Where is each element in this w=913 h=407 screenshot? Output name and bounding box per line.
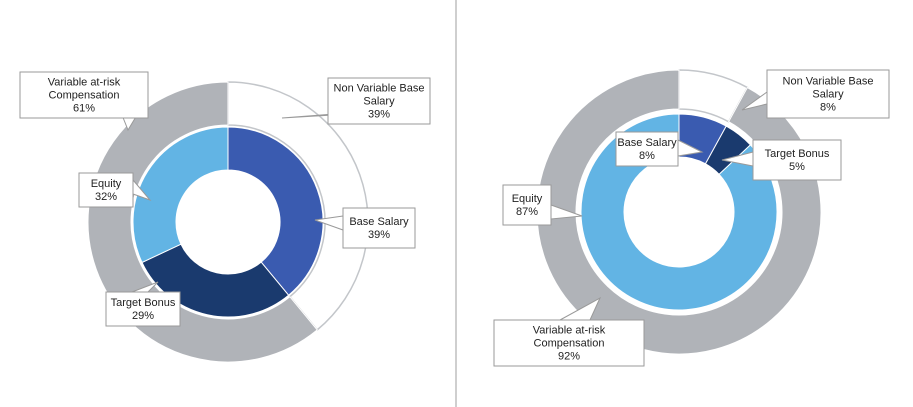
callout-value: 92% — [558, 351, 580, 363]
callout-label: Base Salary — [349, 216, 409, 228]
callout-box — [78, 172, 134, 208]
callout-value: 39% — [368, 229, 390, 241]
callout-label: Base Salary — [617, 137, 677, 149]
outer-ring-slice-non-variable — [227, 81, 369, 331]
callout-value: 32% — [95, 191, 117, 203]
callout-box — [493, 319, 645, 367]
callout-label: Target Bonus — [111, 297, 176, 309]
callout-label: Target Bonus — [765, 148, 830, 160]
callout-box — [615, 131, 679, 167]
callout-value: 5% — [789, 161, 805, 173]
callout-label: Compensation — [49, 90, 120, 102]
callout-box — [766, 69, 890, 119]
callout-value: 8% — [639, 150, 655, 162]
callout-value: 29% — [132, 310, 154, 322]
callout-box — [327, 77, 431, 125]
callout-label: Variable at-risk — [533, 325, 606, 337]
callout-label: Salary — [812, 89, 844, 101]
callout-value: 87% — [516, 206, 538, 218]
callout-box — [19, 71, 149, 119]
outer-ring-slice-variable — [536, 69, 822, 355]
callout-value: 8% — [820, 102, 836, 114]
inner-ring-slice-equity — [132, 126, 229, 264]
callout-label: Variable at-risk — [48, 77, 121, 89]
callout-value: 61% — [73, 103, 95, 115]
callout-value: 39% — [368, 109, 390, 121]
callout-label: Equity — [91, 178, 122, 190]
callout-box — [105, 291, 181, 327]
callout-label: Compensation — [534, 338, 605, 350]
callout-box — [502, 184, 552, 226]
callout-label: Salary — [363, 96, 395, 108]
callout-label: Non Variable Base — [783, 76, 874, 88]
callout-label: Equity — [512, 193, 543, 205]
inner-ring-slice-base-salary — [227, 126, 324, 296]
callout-box — [342, 207, 416, 249]
callout-label: Non Variable Base — [334, 83, 425, 95]
callout-box — [752, 139, 842, 181]
